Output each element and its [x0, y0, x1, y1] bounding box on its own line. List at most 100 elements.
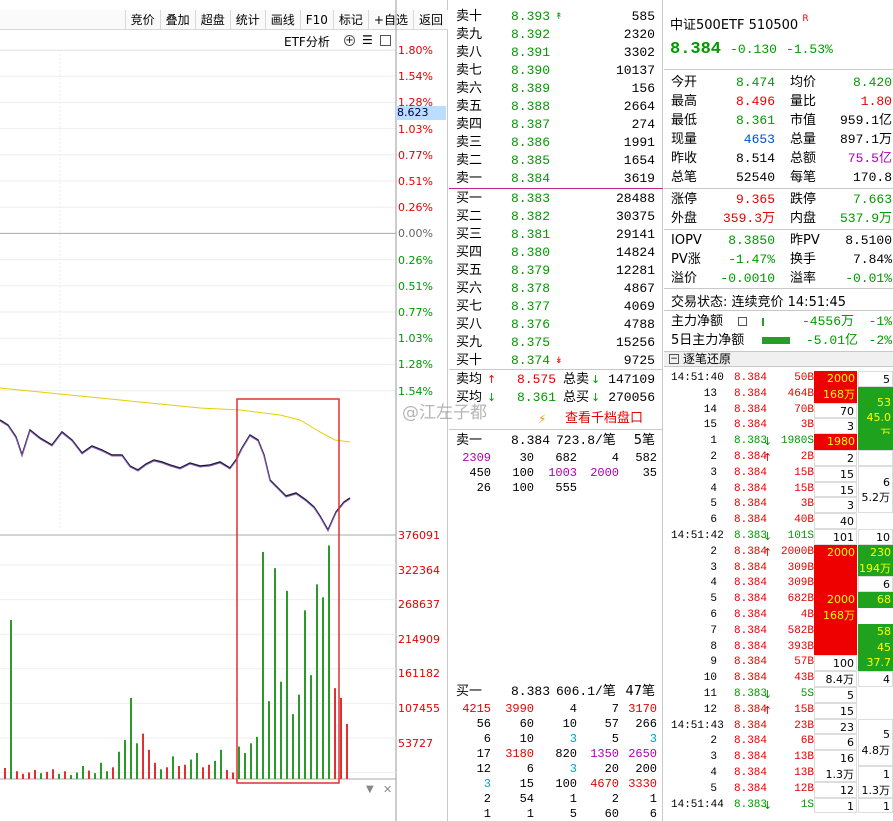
volume-bar	[118, 751, 120, 779]
ask-level-9[interactable]: 卖二 8.385 1654	[449, 152, 663, 170]
ask-level-10[interactable]: 卖一 8.384 3619	[449, 170, 663, 188]
ask-level-2[interactable]: 卖九 8.392 2320	[449, 26, 663, 44]
quote-row: 外盘 359.3万 内盘 537.9万	[664, 209, 893, 228]
order-size-text: 12	[840, 783, 854, 797]
level-volume: 2664	[623, 99, 655, 114]
tick-row[interactable]: 10 8.384 43B	[664, 671, 893, 687]
bid-level-10[interactable]: 买十 8.374 ↡ 9725	[449, 352, 663, 370]
total-ask-value: 147109	[608, 372, 655, 387]
collapse-box-icon[interactable]: −	[669, 354, 679, 364]
ask-level-6[interactable]: 卖五 8.388 2664	[449, 98, 663, 116]
main-flow-row[interactable]: 主力净额 -4556万 -1%	[664, 312, 893, 331]
tick-row[interactable]: 14:51:44 8.383 ↓ 1S	[664, 798, 893, 814]
tick-row[interactable]: 14:51:40 8.384 50B	[664, 371, 893, 387]
tick-time: 5	[710, 593, 717, 606]
bid-level-8[interactable]: 买八 8.376 4788	[449, 316, 663, 334]
bid-level-2[interactable]: 买二 8.382 30375	[449, 208, 663, 226]
bid-level-7[interactable]: 买七 8.377 4069	[449, 298, 663, 316]
tick-row[interactable]: 5 8.384 3B	[664, 497, 893, 513]
level-volume: 3619	[623, 171, 655, 186]
ask-level-8[interactable]: 卖三 8.386 1991	[449, 134, 663, 152]
price-line: 8.384 -0.130 -1.53%	[670, 38, 833, 59]
tick-row[interactable]: 7 8.384 582B	[664, 624, 893, 640]
bid-level-3[interactable]: 买三 8.381 29141	[449, 226, 663, 244]
divider	[664, 69, 893, 70]
toolbar-button[interactable]: 返回	[412, 10, 448, 29]
ask-level-3[interactable]: 卖八 8.391 3302	[449, 44, 663, 62]
toolbar-button[interactable]: 画线	[264, 10, 300, 29]
level-label: 买一	[456, 191, 483, 206]
volume-bar	[82, 766, 84, 779]
toolbar-button[interactable]: 统计	[229, 10, 265, 29]
tick-row[interactable]: 4 8.384 309B	[664, 576, 893, 592]
bid-level-4[interactable]: 买四 8.380 14824	[449, 244, 663, 262]
toolbar-button[interactable]: 叠加	[159, 10, 195, 29]
detail-icon[interactable]	[738, 317, 747, 326]
bid-level-5[interactable]: 买五 8.379 12281	[449, 262, 663, 280]
collapse-icon[interactable]: ▼	[366, 784, 374, 795]
bid-level-1[interactable]: 买一 8.383 28488	[449, 190, 663, 208]
order-size-box: 4	[858, 671, 893, 687]
quote-label: 市值	[790, 113, 817, 128]
tick-row[interactable]: 14 8.384 70B	[664, 403, 893, 419]
toolbar-button[interactable]: F10	[299, 10, 333, 29]
toolbar-button[interactable]: 超盘	[194, 10, 230, 29]
ask-level-1[interactable]: 卖十 8.393 ↟ 585	[449, 8, 663, 26]
tick-row[interactable]: 5 8.384 12B	[664, 782, 893, 798]
tick-list[interactable]: 14:51:40 8.384 50B 13 8.384 464B 14 8.384 70B 15 8…	[664, 371, 893, 821]
ask-level-7[interactable]: 卖四 8.387 274	[449, 116, 663, 134]
toolbar-button[interactable]: +自选	[367, 10, 413, 29]
volume-bar	[100, 762, 102, 779]
tick-row[interactable]: 5 8.384 682B	[664, 592, 893, 608]
toolbar-button[interactable]: 标记	[332, 10, 368, 29]
volume-bar	[10, 620, 12, 779]
tick-row[interactable]: 3 8.384 309B	[664, 561, 893, 577]
tick-row[interactable]: 4 8.384 13B	[664, 766, 893, 782]
order-size-text: 1	[847, 799, 854, 813]
close-icon[interactable]: ✕	[383, 783, 393, 796]
ticks-header[interactable]: − 逐笔还原	[664, 351, 893, 367]
order-size: 6	[883, 578, 890, 592]
five-day-flow-row[interactable]: 5日主力净额 -5.01亿 -2%	[664, 331, 893, 350]
level-volume: 30375	[615, 209, 655, 224]
tick-row[interactable]: 2 8.384 ↑ 2B	[664, 450, 893, 466]
ask1-queue-amount: 723.8/笔	[556, 433, 616, 448]
tick-row[interactable]: 15 8.384 3B	[664, 418, 893, 434]
main-flow-label: 主力净额	[671, 314, 724, 329]
queue-order: 4	[611, 451, 619, 465]
menu-icon[interactable]: ☰	[362, 33, 373, 47]
queue-order: 5	[611, 732, 619, 746]
toolbar-button[interactable]: 竞价	[124, 10, 160, 29]
tick-row[interactable]: 2 8.384 ↑ 2000B	[664, 545, 893, 561]
tick-row[interactable]: 8 8.384 393B	[664, 640, 893, 656]
add-icon[interactable]: +	[344, 35, 355, 46]
bid-level-9[interactable]: 买九 8.375 15256	[449, 334, 663, 352]
order-size: 1	[847, 799, 854, 813]
tick-row[interactable]: 12 8.384 ↑ 15B	[664, 703, 893, 719]
tick-row[interactable]: 9 8.384 57B	[664, 655, 893, 671]
tick-row[interactable]: 11 8.383 ↓ 5S	[664, 687, 893, 703]
bid-level-6[interactable]: 买六 8.378 4867	[449, 280, 663, 298]
order-size-text: 6 5.2万	[862, 475, 891, 507]
tick-volume: 582B	[787, 624, 814, 637]
tick-row[interactable]: 14:51:42 8.383 ↓ 101S	[664, 529, 893, 545]
tick-row[interactable]: 6 8.384 4B	[664, 608, 893, 624]
tick-row[interactable]: 6 8.384 40B	[664, 513, 893, 529]
ask-level-4[interactable]: 卖七 8.390 10137	[449, 62, 663, 80]
tick-row[interactable]: 13 8.384 464B	[664, 387, 893, 403]
tick-row[interactable]: 4 8.384 15B	[664, 482, 893, 498]
tick-row[interactable]: 2 8.384 6B	[664, 734, 893, 750]
panel-toggle-icon[interactable]	[380, 35, 391, 46]
queue-order: 2000	[590, 466, 619, 480]
tick-row[interactable]: 3 8.384 15B	[664, 466, 893, 482]
queue-order: 12	[476, 762, 491, 776]
intraday-chart[interactable]: 竞价 叠加 超盘 统计 画线 F10 标记 +自选 返回 ETF分析 + ☰ 1.80% 1.54…	[0, 0, 448, 821]
up-arrow-icon: ↑	[487, 373, 497, 386]
tick-row[interactable]: 14:51:43 8.384 23B	[664, 719, 893, 735]
tick-row[interactable]: 1 8.383 ↓ 1980S	[664, 434, 893, 450]
lightning-icon: ⚡	[538, 412, 547, 426]
queue-order: 582	[635, 451, 657, 465]
tick-row[interactable]: 3 8.384 13B	[664, 750, 893, 766]
ask-level-5[interactable]: 卖六 8.389 156	[449, 80, 663, 98]
etf-analysis-label[interactable]: ETF分析	[284, 35, 330, 49]
